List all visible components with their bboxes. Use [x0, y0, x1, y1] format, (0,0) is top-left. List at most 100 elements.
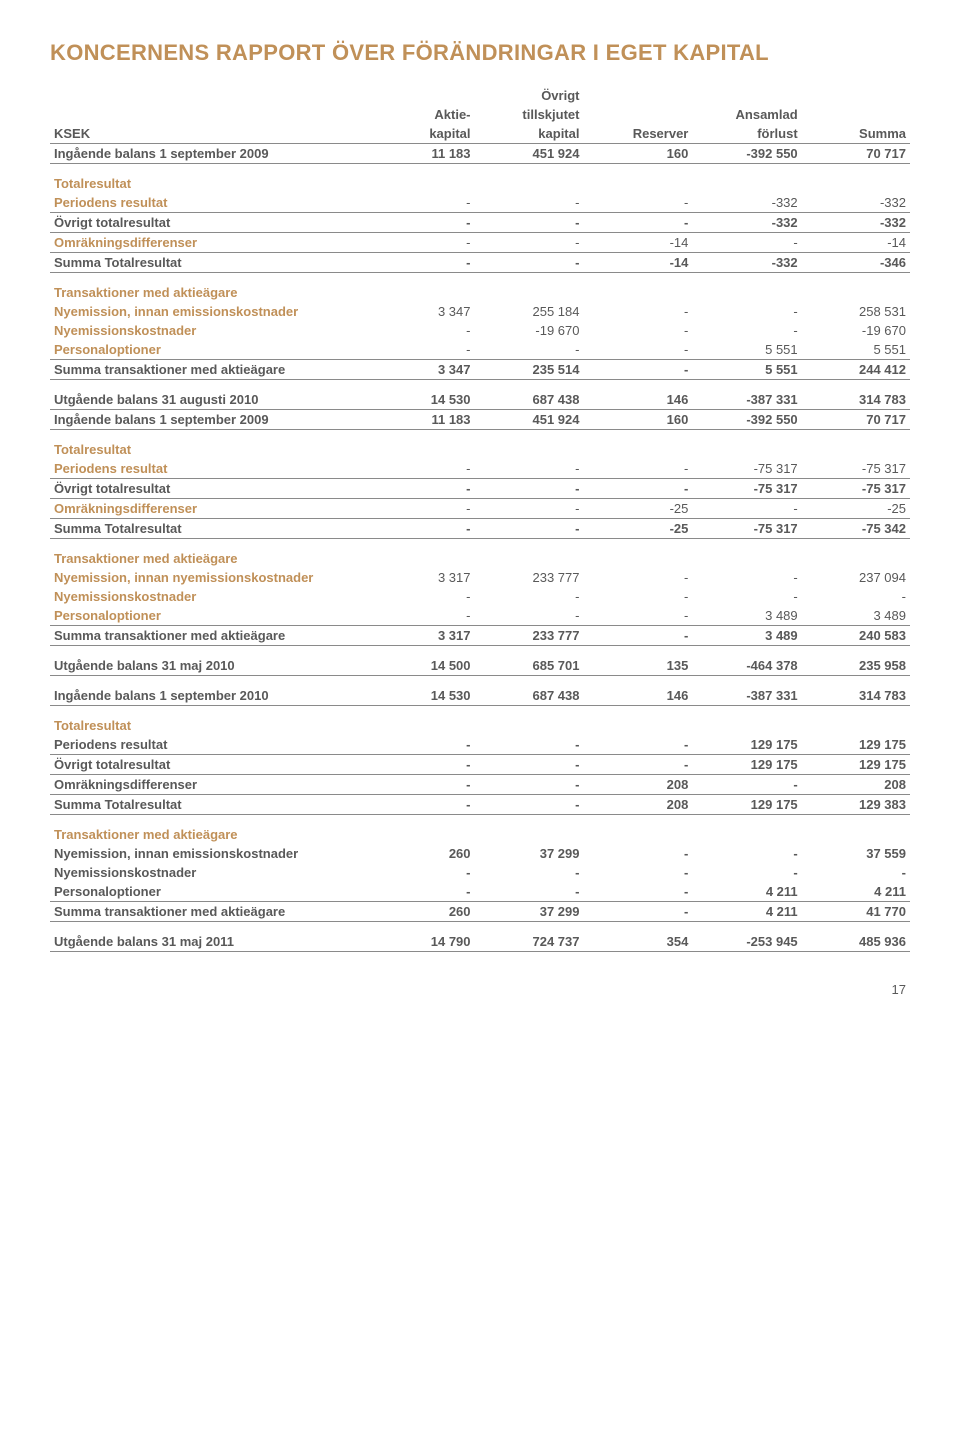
- row-label: Omräkningsdifferenser: [50, 499, 367, 519]
- row-label: Personaloptioner: [50, 340, 367, 360]
- cell: -: [367, 193, 475, 213]
- cell: -: [583, 626, 692, 646]
- cell: 240 583: [802, 626, 910, 646]
- row-label: Utgående balans 31 augusti 2010: [50, 380, 367, 410]
- cell: -75 317: [692, 519, 801, 539]
- col-header: Övrigt: [475, 86, 584, 105]
- cell: -: [367, 479, 475, 499]
- row-label: Nyemissionskostnader: [50, 587, 367, 606]
- cell: 146: [583, 676, 692, 706]
- cell: 354: [583, 922, 692, 952]
- cell: -: [475, 213, 584, 233]
- col-header: kapital: [367, 124, 475, 144]
- section-label: Transaktioner med aktieägare: [50, 273, 910, 303]
- cell: -: [367, 340, 475, 360]
- cell: 258 531: [802, 302, 910, 321]
- cell: 685 701: [475, 646, 584, 676]
- cell: -: [583, 321, 692, 340]
- cell: -19 670: [475, 321, 584, 340]
- cell: -: [475, 479, 584, 499]
- cell: -392 550: [692, 144, 801, 164]
- equity-changes-table: Övrigt Aktie- tillskjutet Ansamlad KSEK …: [50, 86, 910, 999]
- cell: 11 183: [367, 410, 475, 430]
- row-label: Omräkningsdifferenser: [50, 233, 367, 253]
- cell: -: [583, 193, 692, 213]
- cell: -: [583, 568, 692, 587]
- col-header: tillskjutet: [475, 105, 584, 124]
- cell: -: [475, 340, 584, 360]
- row-label: Summa transaktioner med aktieägare: [50, 626, 367, 646]
- cell: 3 489: [692, 606, 801, 626]
- cell: 208: [583, 775, 692, 795]
- cell: -: [692, 587, 801, 606]
- col-header: Summa: [802, 124, 910, 144]
- cell: -: [475, 795, 584, 815]
- col-header: kapital: [475, 124, 584, 144]
- row-label: Personaloptioner: [50, 882, 367, 902]
- cell: -: [692, 568, 801, 587]
- cell: 233 777: [475, 626, 584, 646]
- cell: -: [367, 882, 475, 902]
- cell: -: [692, 302, 801, 321]
- cell: 235 514: [475, 360, 584, 380]
- cell: 14 530: [367, 676, 475, 706]
- cell: 451 924: [475, 144, 584, 164]
- cell: -387 331: [692, 676, 801, 706]
- col-header: KSEK: [50, 124, 367, 144]
- row-label: Ingående balans 1 september 2009: [50, 144, 367, 164]
- cell: -75 317: [802, 459, 910, 479]
- cell: -332: [692, 253, 801, 273]
- cell: 237 094: [802, 568, 910, 587]
- cell: -: [802, 587, 910, 606]
- section-label: Transaktioner med aktieägare: [50, 539, 910, 569]
- cell: 3 317: [367, 568, 475, 587]
- cell: -: [692, 321, 801, 340]
- cell: -: [367, 233, 475, 253]
- row-label: Summa Totalresultat: [50, 519, 367, 539]
- cell: 160: [583, 144, 692, 164]
- row-label: Nyemissionskostnader: [50, 321, 367, 340]
- cell: -392 550: [692, 410, 801, 430]
- col-header: förlust: [692, 124, 801, 144]
- cell: -: [475, 233, 584, 253]
- cell: 70 717: [802, 144, 910, 164]
- cell: 5 551: [692, 360, 801, 380]
- row-label: Personaloptioner: [50, 606, 367, 626]
- cell: 3 317: [367, 626, 475, 646]
- cell: 14 530: [367, 380, 475, 410]
- cell: -: [475, 193, 584, 213]
- row-label: Övrigt totalresultat: [50, 755, 367, 775]
- section-label: Transaktioner med aktieägare: [50, 815, 910, 845]
- page-number: 17: [50, 952, 910, 1000]
- cell: 4 211: [692, 882, 801, 902]
- row-label: Övrigt totalresultat: [50, 213, 367, 233]
- cell: -: [802, 863, 910, 882]
- cell: -: [692, 844, 801, 863]
- cell: -346: [802, 253, 910, 273]
- cell: -75 342: [802, 519, 910, 539]
- cell: -332: [692, 213, 801, 233]
- cell: 135: [583, 646, 692, 676]
- cell: -332: [692, 193, 801, 213]
- cell: -332: [802, 193, 910, 213]
- cell: -: [475, 755, 584, 775]
- cell: 41 770: [802, 902, 910, 922]
- cell: -: [583, 606, 692, 626]
- cell: 3 347: [367, 360, 475, 380]
- row-label: Omräkningsdifferenser: [50, 775, 367, 795]
- row-label: Utgående balans 31 maj 2010: [50, 646, 367, 676]
- cell: 485 936: [802, 922, 910, 952]
- cell: 129 175: [692, 795, 801, 815]
- cell: 3 489: [692, 626, 801, 646]
- cell: -: [367, 606, 475, 626]
- cell: 244 412: [802, 360, 910, 380]
- cell: -: [583, 755, 692, 775]
- cell: -: [475, 253, 584, 273]
- cell: -25: [583, 519, 692, 539]
- row-label: Nyemissionskostnader: [50, 863, 367, 882]
- cell: -: [367, 253, 475, 273]
- cell: 129 383: [802, 795, 910, 815]
- cell: -19 670: [802, 321, 910, 340]
- cell: 235 958: [802, 646, 910, 676]
- cell: -: [475, 519, 584, 539]
